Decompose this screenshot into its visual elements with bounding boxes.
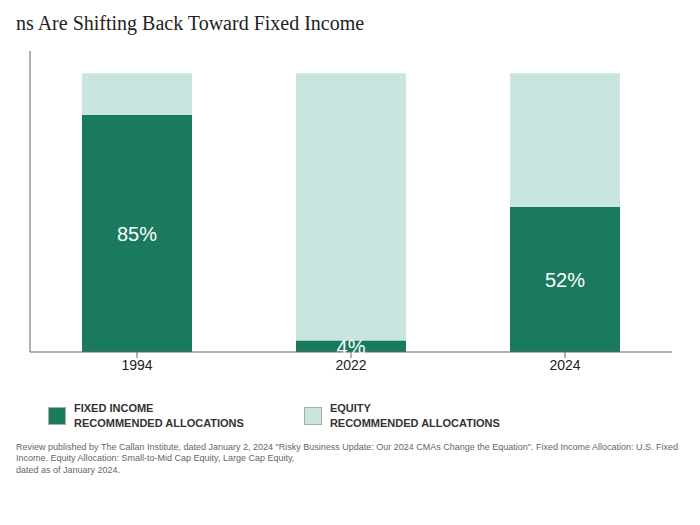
svg-text:85%: 85% xyxy=(117,223,157,245)
html-text:RECOMMENDED ALLOCATIONS: RECOMMENDED ALLOCATIONS xyxy=(329,417,500,430)
svg-text:2022: 2022 xyxy=(335,357,366,373)
svg-text:1994: 1994 xyxy=(121,357,152,373)
html-text:EQUITY: EQUITY xyxy=(329,402,371,414)
html-text:Review published by The Callan: Review published by The Callan Institute… xyxy=(16,441,679,464)
html-text:dated as of January 2024.: dated as of January 2024. xyxy=(16,465,121,476)
html-text:RECOMMENDED ALLOCATIONS: RECOMMENDED ALLOCATIONS xyxy=(74,417,244,430)
svg-text:2024: 2024 xyxy=(549,357,580,373)
svg-text:4%: 4% xyxy=(337,336,366,358)
html-text:ns Are Shifting Back Toward Fi: ns Are Shifting Back Toward Fixed Income xyxy=(16,12,365,34)
html-text:FIXED INCOME: FIXED INCOME xyxy=(74,402,154,414)
svg-text:52%: 52% xyxy=(545,269,585,291)
